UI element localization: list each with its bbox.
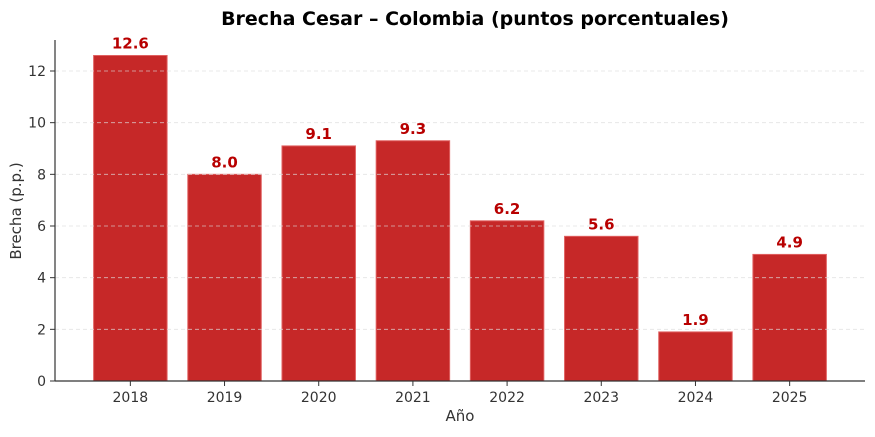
data-label-2020: 9.1: [305, 125, 332, 143]
bar-2021: [375, 140, 451, 382]
bar-2023: [564, 235, 639, 382]
data-label-2018: 12.6: [112, 35, 149, 53]
y-tick-label: 10: [28, 116, 46, 132]
y-tick-label: 12: [28, 64, 46, 80]
bar-2025: [752, 253, 827, 382]
data-label-2022: 6.2: [494, 200, 521, 218]
x-tick-label: 2025: [772, 390, 808, 406]
x-tick-label: 2024: [678, 390, 714, 406]
x-tick-label: 2023: [583, 390, 619, 406]
data-label-2025: 4.9: [776, 233, 803, 251]
x-axis-label: Año: [446, 407, 475, 425]
x-tick-label: 2018: [113, 390, 149, 406]
x-tick-label: 2019: [207, 390, 243, 406]
x-tick-label: 2020: [301, 390, 337, 406]
y-tick-label: 6: [37, 219, 46, 235]
bar-2024: [658, 331, 733, 382]
y-tick-label: 0: [37, 374, 46, 390]
chart-title: Brecha Cesar – Colombia (puntos porcentu…: [221, 8, 729, 30]
y-tick-label: 4: [37, 271, 46, 287]
data-label-2023: 5.6: [588, 215, 615, 233]
data-label-2024: 1.9: [682, 311, 709, 329]
data-label-2021: 9.3: [400, 120, 427, 138]
y-tick-label: 8: [37, 167, 46, 183]
data-label-2019: 8.0: [211, 153, 238, 171]
y-tick-label: 2: [37, 322, 46, 338]
x-tick-label: 2022: [489, 390, 525, 406]
y-axis-label: Brecha (p.p.): [7, 162, 25, 259]
bar-2022: [469, 220, 545, 382]
bar-2020: [281, 145, 356, 382]
x-tick-label: 2021: [395, 390, 431, 406]
bar-2018: [93, 55, 168, 382]
